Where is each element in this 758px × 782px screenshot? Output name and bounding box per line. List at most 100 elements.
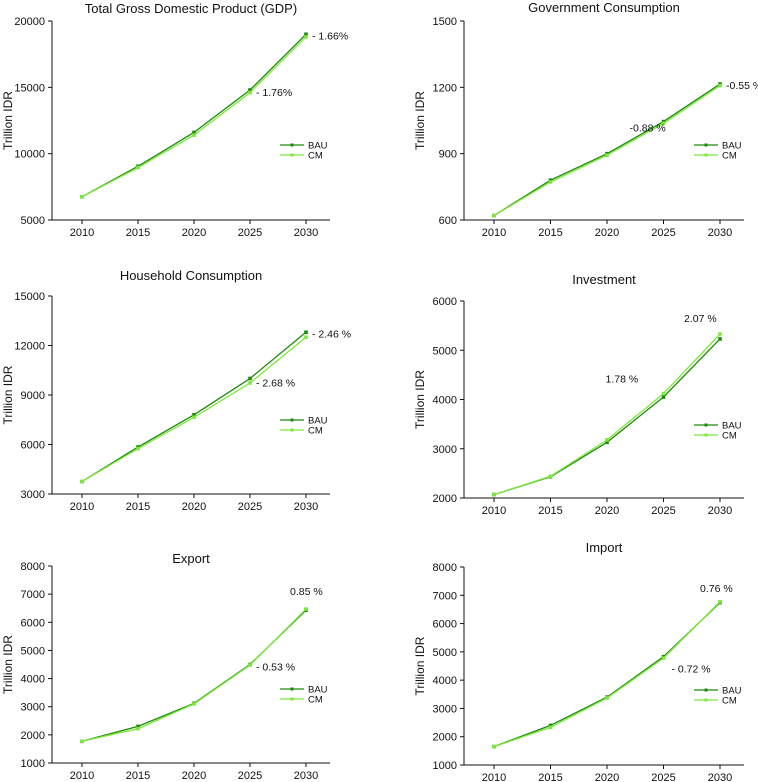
y-axis-label: Trillion IDR <box>1 91 15 150</box>
y-tick-label: 1000 <box>21 758 45 770</box>
data-point-bau <box>661 395 666 399</box>
legend-marker-bau <box>704 688 708 692</box>
legend-label-bau: BAU <box>308 141 328 152</box>
y-tick-label: 12000 <box>14 341 45 353</box>
legend-marker-cm <box>704 153 708 157</box>
x-tick-label: 2015 <box>538 227 562 239</box>
y-tick-label: 10000 <box>14 149 45 161</box>
data-point-cm <box>248 90 252 95</box>
y-axis-label: Trillion IDR <box>1 365 15 424</box>
x-tick-label: 2025 <box>238 770 262 782</box>
data-point-bau <box>192 413 196 417</box>
x-tick-label: 2030 <box>708 772 732 782</box>
y-tick-label: 4000 <box>21 674 45 686</box>
annotation-label: - 0.53 % <box>256 662 295 674</box>
x-tick-label: 2020 <box>595 227 619 239</box>
x-tick-label: 2010 <box>70 770 94 782</box>
annotation-label: - 2.68 % <box>256 378 295 390</box>
y-tick-label: 15000 <box>14 291 45 303</box>
y-tick-label: 8000 <box>21 561 45 573</box>
data-point-cm <box>718 332 722 336</box>
legend-label-bau: BAU <box>308 416 328 427</box>
data-point-cm <box>492 213 496 218</box>
series-line-cm <box>81 36 307 198</box>
annotation-label: -0.55 % <box>726 80 758 92</box>
legend-label-cm: CM <box>722 151 737 162</box>
y-tick-label: 6000 <box>433 296 457 308</box>
data-point-cm <box>605 438 609 442</box>
data-point-cm <box>248 663 252 667</box>
legend-label-bau: BAU <box>722 141 742 152</box>
annotation-label: 0.85 % <box>290 586 323 598</box>
data-point-cm <box>136 726 140 731</box>
y-tick-label: 5000 <box>433 647 457 659</box>
series-line-bau <box>81 33 307 198</box>
legend-marker-cm <box>290 697 294 701</box>
y-tick-label: 5000 <box>21 645 45 657</box>
chart-panel: Export 1000 2000 3000 4000 5000 6000 7000 8000 20… <box>1 551 330 782</box>
data-point-bau <box>248 376 252 381</box>
y-tick-label: 7000 <box>21 589 45 601</box>
x-tick-label: 2010 <box>70 501 94 513</box>
y-tick-label: 600 <box>439 215 457 227</box>
data-point-cm <box>192 133 196 137</box>
y-tick-label: 3000 <box>433 703 457 715</box>
x-tick-label: 2010 <box>482 227 506 239</box>
legend-label-cm: CM <box>308 426 323 437</box>
x-tick-label: 2020 <box>595 772 619 782</box>
legend-label-bau: BAU <box>308 685 328 696</box>
data-point-bau <box>136 724 140 729</box>
legend-marker-bau <box>704 423 708 427</box>
annotation-label: - 1.76% <box>256 87 292 99</box>
chart-panel: Government Consumption 600 900 1200 1500 2010… <box>413 0 758 239</box>
y-tick-label: 2000 <box>433 732 457 744</box>
chart-panel: Household Consumption 3000 6000 9000 12000 15… <box>1 268 351 513</box>
x-tick-label: 2010 <box>482 505 506 517</box>
data-point-bau <box>192 130 196 135</box>
y-tick-label: 1200 <box>433 82 457 94</box>
data-point-cm <box>492 744 496 749</box>
x-tick-label: 2015 <box>126 227 150 239</box>
x-tick-label: 2030 <box>294 227 318 239</box>
legend-marker-cm <box>704 433 708 437</box>
data-point-cm <box>548 725 553 730</box>
y-axis-label: Trillion IDR <box>1 635 15 694</box>
y-tick-label: 20000 <box>14 16 45 28</box>
legend-marker-cm <box>290 428 294 432</box>
y-tick-label: 4000 <box>433 675 457 687</box>
data-point-cm <box>136 165 140 170</box>
data-point-cm <box>304 607 308 611</box>
legend-marker-bau <box>290 687 294 691</box>
chart-panel: Import 1000 2000 3000 4000 5000 6000 7000 8000 20… <box>413 540 744 782</box>
chart-title: Government Consumption <box>528 0 680 15</box>
annotation-label: - 2.46 % <box>312 328 351 340</box>
x-tick-label: 2030 <box>294 501 318 513</box>
data-point-cm <box>718 599 722 604</box>
y-tick-label: 7000 <box>433 590 457 602</box>
x-tick-label: 2025 <box>651 227 675 239</box>
x-tick-label: 2015 <box>126 770 150 782</box>
y-tick-label: 6000 <box>21 617 45 629</box>
x-tick-label: 2025 <box>238 501 262 513</box>
y-tick-label: 6000 <box>433 619 457 631</box>
series-line-bau <box>81 331 307 483</box>
chart-title: Investment <box>572 272 636 287</box>
data-point-cm <box>718 83 722 88</box>
chart-title: Export <box>172 551 210 566</box>
data-point-cm <box>80 739 84 744</box>
data-point-cm <box>80 194 84 199</box>
annotation-label: - 0.72 % <box>672 664 711 676</box>
data-point-cm <box>661 121 666 126</box>
x-tick-label: 2015 <box>538 772 562 782</box>
data-point-cm <box>248 381 252 385</box>
x-tick-label: 2020 <box>182 501 206 513</box>
y-tick-label: 15000 <box>14 82 45 94</box>
data-point-cm <box>492 492 496 497</box>
y-tick-label: 2000 <box>21 730 45 742</box>
x-tick-label: 2030 <box>294 770 318 782</box>
data-point-bau <box>718 337 722 341</box>
data-point-bau <box>304 32 308 37</box>
data-point-cm <box>605 696 609 700</box>
y-tick-label: 900 <box>439 149 457 161</box>
